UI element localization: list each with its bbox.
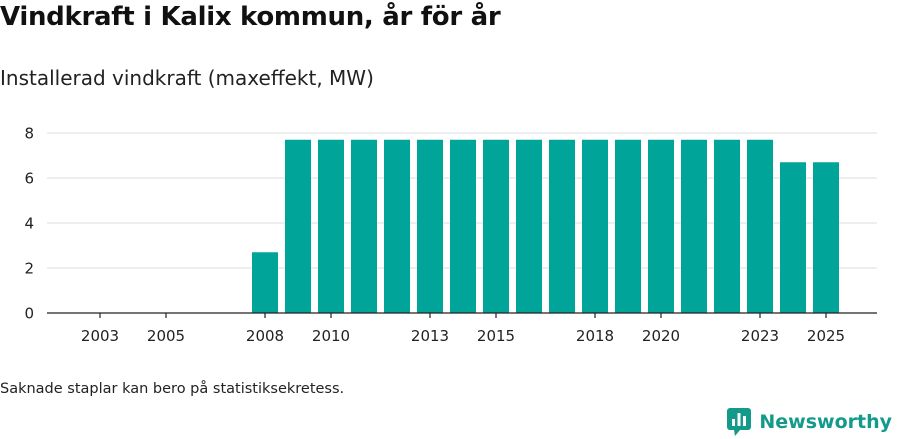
bar-2015 [483, 139, 509, 313]
y-tick-label: 8 [24, 125, 34, 143]
y-tick-label: 2 [24, 260, 34, 278]
bar-2021 [681, 139, 707, 313]
chart-title: Vindkraft i Kalix kommun, år för år [0, 2, 501, 32]
bar-2023 [747, 139, 773, 313]
x-tick-label: 2018 [576, 327, 614, 345]
x-tick-label: 2005 [147, 327, 185, 345]
x-tick-label: 2003 [81, 327, 119, 345]
bar-2020 [648, 139, 674, 313]
x-tick-label: 2023 [741, 327, 779, 345]
x-tick-label: 2008 [246, 327, 284, 345]
bar-chart-speech-bubble-icon [727, 408, 752, 436]
x-tick-label: 2025 [807, 327, 845, 345]
bar-2019 [615, 139, 641, 313]
x-tick-label: 2015 [477, 327, 515, 345]
bar-2008 [252, 252, 278, 313]
chart-subtitle: Installerad vindkraft (maxeffekt, MW) [0, 66, 374, 90]
y-tick-label: 0 [24, 305, 34, 323]
bar-2014 [450, 139, 476, 313]
bar-2017 [549, 139, 575, 313]
bar-2016 [516, 139, 542, 313]
bar-2025 [813, 162, 839, 313]
bar-2013 [417, 139, 443, 313]
bar-2018 [582, 139, 608, 313]
bar-2024 [780, 162, 806, 313]
x-tick-label: 2013 [411, 327, 449, 345]
bar-2022 [714, 139, 740, 313]
bar-2009 [285, 139, 311, 313]
y-tick-label: 6 [24, 170, 34, 188]
bar-2010 [318, 139, 344, 313]
x-tick-label: 2010 [312, 327, 350, 345]
footnote: Saknade staplar kan bero på statistiksek… [0, 381, 345, 397]
y-tick-label: 4 [24, 215, 34, 233]
bar-2011 [351, 139, 377, 313]
bar-2012 [384, 139, 410, 313]
brand-name: Newsworthy [759, 411, 892, 433]
bar-chart: 0 2 4 6 8 2003 2005 2008 2010 2013 2015 2018 2020 202… [24, 125, 877, 345]
brand-logo[interactable]: Newsworthy [726, 406, 892, 438]
x-tick-label: 2020 [642, 327, 680, 345]
